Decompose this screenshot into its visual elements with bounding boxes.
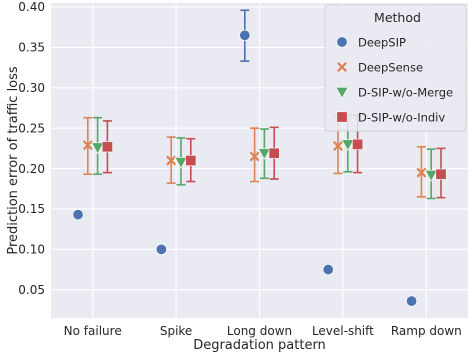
y-tick-label: 0.35 <box>18 41 45 55</box>
y-tick-label: 0.25 <box>18 121 45 135</box>
d-sip-w-o-indiv-point <box>435 168 447 180</box>
legend-marker-deepsip <box>336 36 348 48</box>
deepsip-point <box>239 29 251 41</box>
x-tick-label: No failure <box>64 324 122 338</box>
y-axis-label: Prediction error of traffic loss <box>6 66 21 255</box>
deepsense-point <box>82 140 93 151</box>
legend-label-deepsip: DeepSIP <box>358 36 406 50</box>
x-tick-label: Ramp down <box>391 324 462 338</box>
deepsense-point <box>249 151 260 162</box>
d-sip-w-o-merge-point <box>341 139 355 151</box>
deepsip-point <box>72 209 84 221</box>
deepsip-point <box>155 243 167 255</box>
deepsense-point-stroke <box>82 140 93 151</box>
data-marks <box>72 9 447 307</box>
y-tick-label: 0.05 <box>18 283 45 297</box>
y-tick-label: 0.30 <box>18 81 45 95</box>
d-sip-w-o-indiv-point <box>101 141 113 153</box>
deepsense-point-stroke <box>166 155 177 166</box>
deepsip-point <box>322 264 334 276</box>
d-sip-w-o-merge-point <box>174 157 188 169</box>
x-tick-label: Long down <box>227 324 292 338</box>
deepsense-point <box>333 140 343 151</box>
x-tick-label: Level-shift <box>312 324 374 338</box>
y-tick-label: 0.40 <box>18 0 45 14</box>
legend-label-d-sip-w-o-indiv: D-SIP-w/o-Indiv <box>358 111 445 125</box>
legend-marker-deepsense <box>337 62 347 72</box>
deepsense-point-stroke <box>333 140 343 151</box>
x-tick-labels: No failure Spike Long down Level-shift Ramp … <box>64 324 462 338</box>
legend-label-d-sip-w-o-merge: D-SIP-w/o-Merge <box>358 86 453 100</box>
y-tick-label: 0.20 <box>18 162 45 176</box>
legend-label-deepsense: DeepSense <box>358 61 423 75</box>
d-sip-w-o-indiv-point <box>352 138 364 150</box>
d-sip-w-o-merge-point <box>424 170 438 182</box>
x-axis-label: Degradation pattern <box>193 338 326 353</box>
deepsense-point-stroke <box>416 167 427 178</box>
legend: Method DeepSIP DeepSense D-SIP-w/o-Merge D-… <box>324 4 467 132</box>
legend-marker-d-sip-w-o-indiv <box>336 111 348 123</box>
y-tick-label: 0.15 <box>18 202 45 216</box>
legend-box <box>324 4 467 132</box>
y-tick-labels: 0.05 0.10 0.15 0.20 0.25 0.30 0.35 0.40 <box>18 0 45 297</box>
legend-title: Method <box>374 10 421 25</box>
d-sip-w-o-merge-point <box>91 142 105 155</box>
x-tick-label: Spike <box>160 324 192 338</box>
deepsense-point <box>166 155 177 166</box>
d-sip-w-o-merge-point <box>257 148 271 160</box>
d-sip-w-o-indiv-point <box>268 147 280 159</box>
deepsense-point <box>416 167 427 178</box>
legend-items: DeepSIP DeepSense D-SIP-w/o-Merge D-SIP-w/o… <box>335 36 453 125</box>
deepsip-point <box>406 295 418 307</box>
legend-marker-deepsense-stroke <box>337 62 347 72</box>
grid <box>51 3 468 318</box>
y-tick-label: 0.10 <box>18 243 45 257</box>
legend-marker-d-sip-w-o-merge <box>335 87 349 99</box>
deepsense-point-stroke <box>249 151 260 162</box>
d-sip-w-o-indiv-point <box>185 155 197 167</box>
